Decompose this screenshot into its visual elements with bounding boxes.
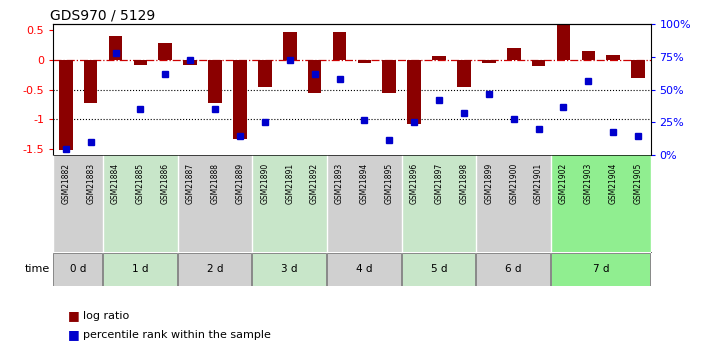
Bar bbox=[582, 51, 595, 60]
Text: GSM21903: GSM21903 bbox=[584, 163, 593, 204]
Bar bbox=[84, 60, 97, 103]
Bar bbox=[507, 48, 520, 60]
Text: GSM21890: GSM21890 bbox=[260, 163, 269, 204]
Bar bbox=[476, 155, 551, 252]
Text: GSM21889: GSM21889 bbox=[235, 163, 245, 204]
Bar bbox=[159, 43, 172, 60]
Text: percentile rank within the sample: percentile rank within the sample bbox=[83, 330, 271, 339]
Text: GSM21898: GSM21898 bbox=[459, 163, 469, 204]
Text: GDS970 / 5129: GDS970 / 5129 bbox=[50, 9, 156, 23]
Text: GSM21899: GSM21899 bbox=[484, 163, 493, 204]
Bar bbox=[333, 32, 346, 60]
Bar bbox=[407, 60, 421, 124]
Text: GSM21886: GSM21886 bbox=[161, 163, 170, 204]
Text: 3 d: 3 d bbox=[282, 264, 298, 274]
Text: GSM21894: GSM21894 bbox=[360, 163, 369, 204]
Text: GSM21905: GSM21905 bbox=[634, 163, 643, 204]
Bar bbox=[482, 60, 496, 63]
Bar bbox=[557, 9, 570, 60]
Text: 6 d: 6 d bbox=[506, 264, 522, 274]
Text: GSM21892: GSM21892 bbox=[310, 163, 319, 204]
Bar bbox=[457, 60, 471, 87]
Text: GSM21883: GSM21883 bbox=[86, 163, 95, 204]
Bar bbox=[53, 155, 103, 252]
Bar bbox=[183, 60, 197, 65]
Text: ■: ■ bbox=[68, 309, 80, 322]
Bar bbox=[178, 253, 252, 286]
Bar bbox=[402, 155, 476, 252]
Bar bbox=[103, 155, 178, 252]
Text: GSM21885: GSM21885 bbox=[136, 163, 145, 204]
Text: GSM21887: GSM21887 bbox=[186, 163, 195, 204]
Bar bbox=[327, 253, 401, 286]
Bar bbox=[476, 253, 550, 286]
Text: 0 d: 0 d bbox=[70, 264, 87, 274]
Bar bbox=[178, 155, 252, 252]
Text: log ratio: log ratio bbox=[83, 311, 129, 321]
Text: GSM21897: GSM21897 bbox=[434, 163, 444, 204]
Text: 4 d: 4 d bbox=[356, 264, 373, 274]
Bar bbox=[103, 253, 177, 286]
Bar bbox=[252, 155, 327, 252]
Text: GSM21891: GSM21891 bbox=[285, 163, 294, 204]
Bar bbox=[383, 60, 396, 93]
Bar bbox=[532, 60, 545, 66]
Text: GSM21904: GSM21904 bbox=[609, 163, 618, 204]
Bar bbox=[252, 253, 326, 286]
Text: GSM21902: GSM21902 bbox=[559, 163, 568, 204]
Text: GSM21893: GSM21893 bbox=[335, 163, 344, 204]
Text: 2 d: 2 d bbox=[207, 264, 223, 274]
Bar bbox=[59, 60, 73, 150]
Bar bbox=[606, 55, 620, 60]
Bar bbox=[432, 56, 446, 60]
Text: GSM21882: GSM21882 bbox=[61, 163, 70, 204]
Text: GSM21896: GSM21896 bbox=[410, 163, 419, 204]
Bar bbox=[358, 60, 371, 63]
Bar bbox=[109, 36, 122, 60]
Bar bbox=[402, 253, 476, 286]
Bar bbox=[53, 253, 102, 286]
Bar bbox=[308, 60, 321, 93]
Bar bbox=[551, 155, 651, 252]
Bar bbox=[551, 253, 650, 286]
Text: GSM21901: GSM21901 bbox=[534, 163, 543, 204]
Text: GSM21900: GSM21900 bbox=[509, 163, 518, 204]
Bar bbox=[233, 60, 247, 139]
Text: GSM21888: GSM21888 bbox=[210, 163, 220, 204]
Text: 1 d: 1 d bbox=[132, 264, 149, 274]
Bar bbox=[327, 155, 402, 252]
Bar bbox=[283, 32, 296, 60]
Bar bbox=[134, 60, 147, 65]
Text: 5 d: 5 d bbox=[431, 264, 447, 274]
Text: time: time bbox=[24, 264, 50, 274]
Text: ■: ■ bbox=[68, 328, 80, 341]
Bar bbox=[208, 60, 222, 103]
Text: 7 d: 7 d bbox=[592, 264, 609, 274]
Text: GSM21884: GSM21884 bbox=[111, 163, 120, 204]
Bar bbox=[631, 60, 645, 78]
Text: GSM21895: GSM21895 bbox=[385, 163, 394, 204]
Bar bbox=[258, 60, 272, 87]
